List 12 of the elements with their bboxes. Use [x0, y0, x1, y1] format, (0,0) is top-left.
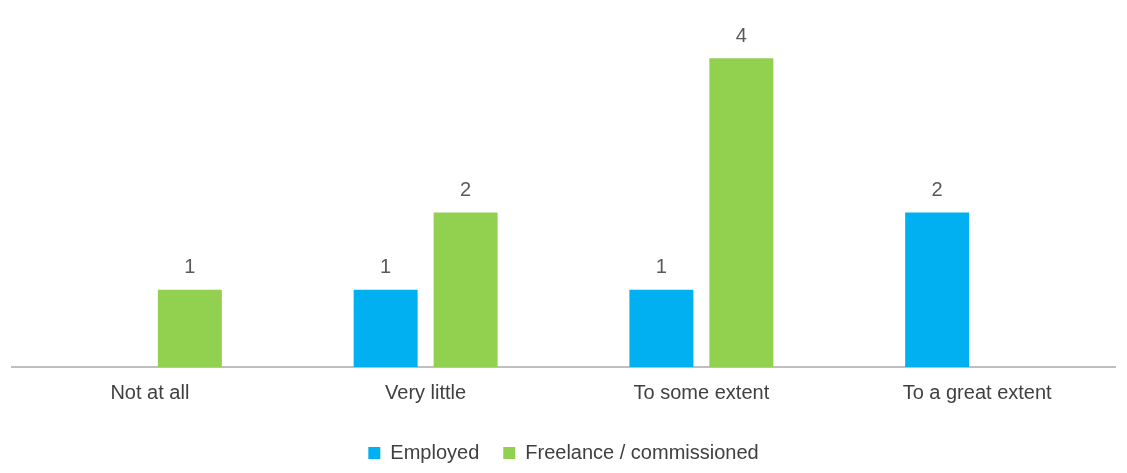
x-tick-label: To some extent	[633, 380, 770, 403]
x-tick-label: Not at all	[110, 380, 190, 403]
legend-label: Employed	[390, 440, 480, 463]
data-label: 1	[380, 255, 392, 278]
data-label: 2	[931, 178, 943, 201]
data-label: 1	[184, 255, 196, 278]
x-tick-label: Very little	[385, 380, 467, 403]
data-label: 4	[735, 23, 747, 46]
legend-label: Freelance / commissioned	[525, 440, 759, 463]
x-tick-label: To a great extent	[902, 380, 1053, 403]
data-label: 2	[460, 178, 472, 201]
data-label: 1	[655, 255, 667, 278]
